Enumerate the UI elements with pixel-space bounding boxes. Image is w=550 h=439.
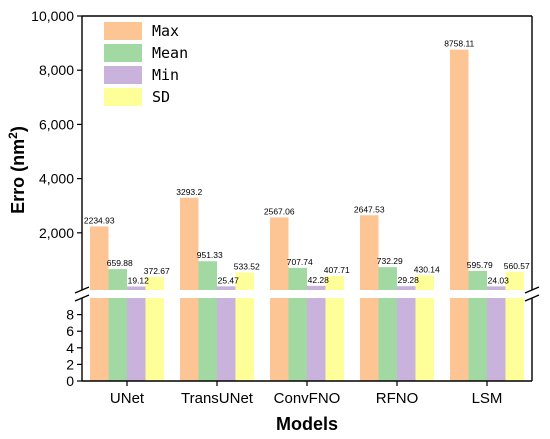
legend-item-mean: Mean — [104, 44, 188, 62]
bar-lsm-max — [450, 49, 469, 291]
data-label-lsm-min: 24.03 — [488, 275, 510, 285]
y-axis-title-main: Erro (nm — [8, 139, 28, 214]
bar-lower-lsm-min — [487, 298, 506, 381]
bar-lower-convfno-min — [307, 298, 326, 381]
axis-break-marker-right — [524, 286, 540, 302]
bar-rfno-sd — [415, 275, 434, 290]
legend-item-sd: SD — [104, 88, 170, 106]
bar-convfno-sd — [325, 275, 344, 290]
y-axis-title-sup: 2 — [6, 132, 20, 139]
data-label-lsm-max: 8758.11 — [444, 39, 474, 49]
bar-unet-max — [90, 226, 109, 290]
bar-lower-lsm-sd — [505, 298, 524, 381]
x-tick-label-lsm: LSM — [472, 390, 503, 407]
data-label-rfno-sd: 430.14 — [414, 264, 440, 274]
bar-transunet-mean — [198, 261, 217, 290]
y-tick-label-upper: 4,000 — [39, 171, 74, 187]
y-tick-label-upper: 10,000 — [31, 8, 74, 24]
x-tick-label-unet: UNet — [110, 390, 145, 407]
bar-transunet-sd — [235, 272, 254, 290]
data-label-transunet-mean: 951.33 — [197, 250, 223, 260]
y-tick-label-lower: 8 — [66, 307, 74, 323]
y-tick-label-lower: 6 — [66, 323, 74, 339]
data-label-convfno-sd: 407.71 — [324, 265, 350, 275]
legend-label-min: Min — [152, 66, 179, 84]
y-tick-label-upper: 2,000 — [39, 225, 74, 241]
legend: Max Mean Min SD — [104, 22, 188, 106]
bar-convfno-mean — [288, 267, 307, 290]
data-label-transunet-sd: 533.52 — [234, 262, 260, 272]
bar-unet-min — [127, 286, 146, 290]
data-label-lsm-sd: 560.57 — [504, 261, 530, 271]
data-label-rfno-max: 2647.53 — [354, 204, 385, 214]
data-label-unet-min: 19.12 — [128, 275, 150, 285]
bar-lsm-mean — [468, 270, 487, 290]
bar-unet-sd — [145, 276, 164, 290]
bar-rfno-min — [397, 286, 416, 290]
data-label-transunet-max: 3293.2 — [176, 187, 202, 197]
legend-item-min: Min — [104, 66, 179, 84]
bar-lower-transunet-sd — [235, 298, 254, 381]
bar-lower-unet-sd — [145, 298, 164, 381]
bar-convfno-min — [307, 285, 326, 290]
data-label-convfno-mean: 707.74 — [287, 257, 313, 267]
x-axis-title: Models — [276, 414, 338, 434]
data-label-convfno-max: 2567.06 — [264, 206, 295, 216]
y-axis-title: Erro (nm2) — [6, 126, 28, 214]
legend-swatch-mean — [104, 44, 142, 62]
bar-lower-rfno-mean — [378, 298, 397, 381]
bar-lower-transunet-max — [180, 298, 199, 381]
axis-break-marker-left — [74, 286, 90, 302]
bar-lower-lsm-mean — [468, 298, 487, 381]
bar-lower-convfno-sd — [325, 298, 344, 381]
bar-lower-transunet-mean — [198, 298, 217, 381]
bar-lower-transunet-min — [217, 298, 236, 381]
axes-group — [74, 15, 540, 386]
bar-rfno-mean — [378, 267, 397, 290]
legend-swatch-min — [104, 66, 142, 84]
y-tick-label-lower: 2 — [66, 356, 74, 372]
data-label-transunet-min: 25.47 — [218, 275, 240, 285]
legend-swatch-max — [104, 22, 142, 40]
y-axis-title-close: ) — [8, 126, 28, 132]
bars-group — [90, 49, 524, 381]
x-tick-label-rfno: RFNO — [376, 390, 419, 407]
x-tick-label-transunet: TransUNet — [181, 390, 254, 407]
bar-transunet-min — [217, 286, 236, 290]
data-label-lsm-mean: 595.79 — [467, 260, 493, 270]
y-tick-label-upper: 6,000 — [39, 116, 74, 132]
x-tick-label-convfno: ConvFNO — [274, 390, 341, 407]
bar-lsm-min — [487, 286, 506, 290]
bar-transunet-max — [180, 197, 199, 290]
legend-label-mean: Mean — [152, 44, 188, 62]
y-tick-label-upper: 8,000 — [39, 62, 74, 78]
data-label-unet-sd: 372.67 — [144, 266, 170, 276]
bar-lower-convfno-max — [270, 298, 289, 381]
bar-rfno-max — [360, 215, 379, 290]
bar-lower-rfno-max — [360, 298, 379, 381]
data-label-unet-mean: 659.88 — [107, 258, 133, 268]
legend-label-sd: SD — [152, 88, 170, 106]
data-label-rfno-min: 29.28 — [398, 275, 420, 285]
bar-lower-lsm-max — [450, 298, 469, 381]
data-label-convfno-min: 42.28 — [308, 275, 330, 285]
bar-convfno-max — [270, 217, 289, 290]
bar-lower-rfno-sd — [415, 298, 434, 381]
bar-lower-convfno-mean — [288, 298, 307, 381]
y-tick-label-lower: 0 — [66, 373, 74, 389]
legend-swatch-sd — [104, 88, 142, 106]
bar-lower-rfno-min — [397, 298, 416, 381]
data-label-unet-max: 2234.93 — [84, 215, 115, 225]
bar-unet-mean — [108, 269, 127, 290]
bar-lower-unet-min — [127, 298, 146, 381]
bar-lsm-sd — [505, 271, 524, 290]
data-label-rfno-mean: 732.29 — [377, 256, 403, 266]
legend-item-max: Max — [104, 22, 179, 40]
bar-lower-unet-max — [90, 298, 109, 381]
legend-label-max: Max — [152, 22, 179, 40]
bar-lower-unet-mean — [108, 298, 127, 381]
y-tick-label-lower: 4 — [66, 340, 74, 356]
